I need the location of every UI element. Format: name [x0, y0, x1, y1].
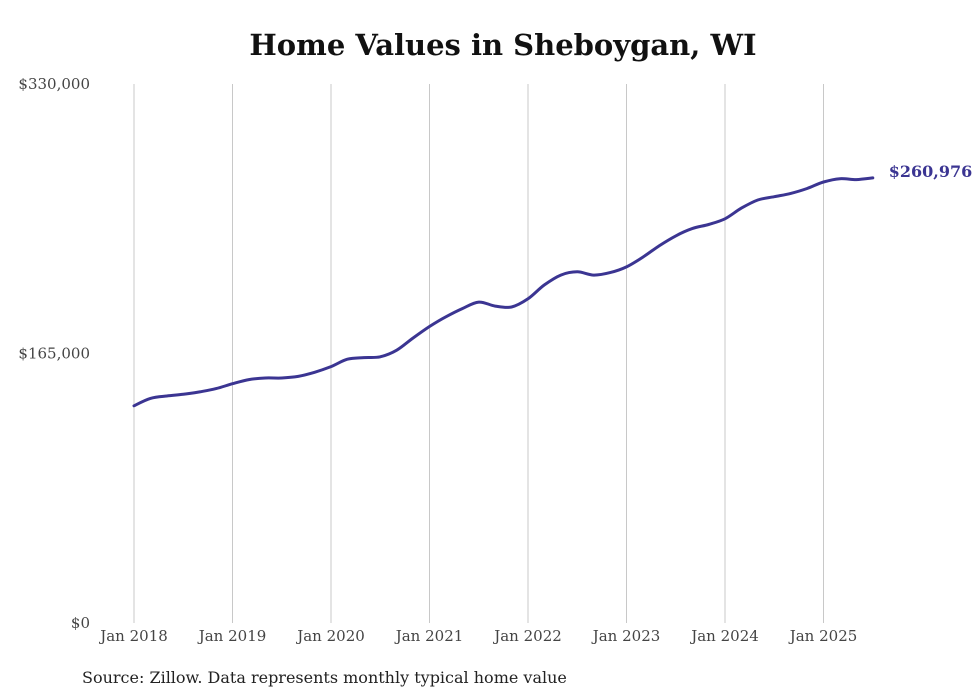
home-value-line	[132, 176, 875, 408]
x-tick-label-5: Jan 2023	[591, 627, 661, 645]
x-tick-label-4: Jan 2022	[492, 627, 562, 645]
x-tick-label-7: Jan 2025	[788, 627, 858, 645]
y-tick-label-0: $0	[71, 614, 90, 632]
y-tick-label-2: $330,000	[18, 75, 90, 93]
source-note: Source: Zillow. Data represents monthly …	[82, 668, 567, 687]
y-tick-label-1: $165,000	[18, 345, 90, 363]
x-axis-ticks: Jan 2018 Jan 2019 Jan 2020 Jan 2021 Jan 2022…	[98, 627, 857, 645]
y-axis-ticks: $0 $165,000 $330,000	[18, 75, 90, 632]
grid-lines	[133, 84, 824, 623]
x-tick-label-3: Jan 2021	[394, 627, 464, 645]
x-tick-label-2: Jan 2020	[295, 627, 365, 645]
x-tick-label-1: Jan 2019	[197, 627, 267, 645]
x-tick-label-6: Jan 2024	[689, 627, 759, 645]
chart-title: Home Values in Sheboygan, WI	[249, 28, 757, 62]
end-value-label: $260,976	[889, 162, 973, 181]
x-tick-label-0: Jan 2018	[98, 627, 168, 645]
